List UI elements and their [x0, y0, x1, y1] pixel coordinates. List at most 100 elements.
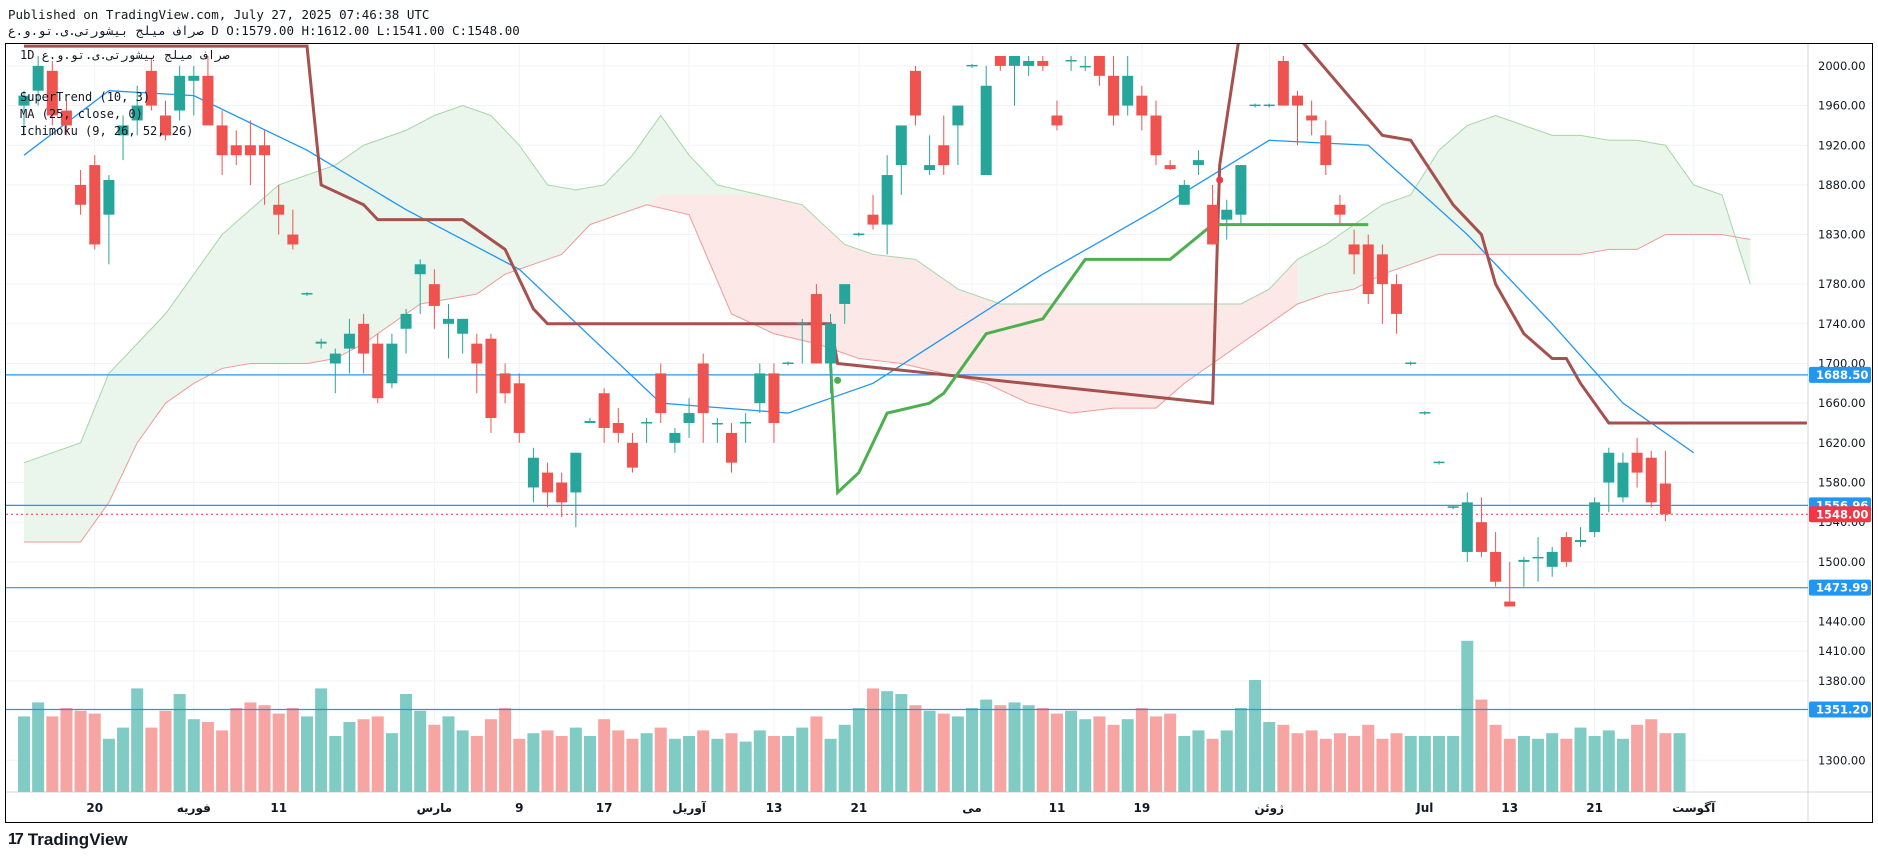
- hline-price-tag: 1473.99: [1816, 581, 1868, 595]
- candle-body: [1348, 244, 1360, 255]
- chart-frame[interactable]: 2000.00 1960.00 1920.00 1880.00 1830.00 1780.…: [5, 43, 1873, 823]
- volume-bar: [810, 716, 823, 792]
- volume-bar: [668, 738, 681, 792]
- volume-bar: [301, 716, 313, 792]
- volume-bar: [1602, 730, 1615, 792]
- candle-body: [216, 125, 228, 156]
- volume-bar: [711, 738, 724, 792]
- candle-body: [1603, 452, 1615, 483]
- time-tick-label: 11: [270, 801, 287, 815]
- ichimoku-cloud-bear: [646, 194, 1298, 414]
- volume-bar: [1616, 738, 1629, 792]
- ichimoku-span-a: [23, 105, 1751, 464]
- price-tick-label: 1410.00: [1818, 644, 1866, 658]
- candle-body: [443, 318, 454, 324]
- candle-body: [1079, 65, 1091, 68]
- volume-bar: [414, 710, 427, 792]
- candle-body: [938, 145, 950, 166]
- volume-bar: [782, 736, 795, 792]
- volume-bar: [895, 694, 908, 792]
- candle-body: [1659, 483, 1671, 515]
- price-tick-label: 2000.00: [1818, 59, 1866, 73]
- volume-bar: [1093, 716, 1106, 792]
- time-tick-label: 21: [1586, 801, 1603, 815]
- candle-body: [1051, 115, 1063, 126]
- volume-bar: [1305, 730, 1318, 792]
- volume-bar: [371, 716, 384, 792]
- volume-bar: [1050, 713, 1063, 792]
- supertrend-down-line: [24, 44, 1240, 405]
- volume-bar: [102, 738, 115, 792]
- legend-interval: 1D: [20, 48, 35, 62]
- volume-bar: [159, 710, 172, 792]
- volume-bar: [725, 733, 738, 792]
- candle-body: [1221, 209, 1233, 220]
- volume-bar: [1489, 724, 1502, 792]
- volume-bar: [1022, 705, 1035, 792]
- candle-body: [768, 373, 780, 423]
- candle-body: [1306, 115, 1318, 121]
- volume-bar: [1376, 738, 1389, 792]
- volume-bar: [1673, 733, 1686, 792]
- price-tick-label: 1660.00: [1818, 396, 1866, 410]
- candle-body: [1207, 204, 1219, 245]
- volume-bar: [626, 738, 639, 792]
- candle-body: [1023, 60, 1035, 66]
- ohlc-header: صراف میلج بیشورتی.ی.تو.و.ع D O:1579.00 H…: [8, 23, 520, 38]
- volume-bar: [980, 699, 993, 792]
- legend-symbol: 1D صراف میلج بیشورتی.ی.تو.و.ع: [20, 48, 230, 62]
- candle-body: [1122, 75, 1134, 106]
- volume-bar: [598, 719, 611, 792]
- time-tick-label: آوریل: [672, 800, 707, 816]
- candle-body: [428, 284, 440, 306]
- candle-body: [46, 70, 58, 116]
- candle-body: [895, 125, 907, 166]
- price-tick-label: 1830.00: [1818, 228, 1866, 242]
- time-tick-label: مارس: [417, 801, 452, 815]
- volume-bar: [385, 733, 398, 792]
- time-tick-label: فوریه: [177, 801, 211, 816]
- candle-body: [542, 472, 554, 493]
- volume-bar: [1475, 699, 1488, 792]
- candle-body: [1362, 244, 1374, 295]
- candle-body: [966, 64, 978, 67]
- volume-bar: [1291, 733, 1304, 792]
- volume-bar: [640, 733, 653, 792]
- volume-bar: [1249, 680, 1262, 792]
- volume-bar: [1348, 736, 1361, 792]
- hline-price-tag-bg: [1809, 579, 1871, 596]
- hline-price-tag-bg: [1809, 701, 1871, 718]
- volume-bar: [1263, 722, 1276, 792]
- candle-body: [655, 373, 667, 414]
- chart-canvas[interactable]: 2000.00 1960.00 1920.00 1880.00 1830.00 1780.…: [6, 44, 1872, 822]
- candle-body: [726, 432, 737, 463]
- hline-price-tag: 1351.20: [1816, 702, 1868, 716]
- candle-body: [584, 421, 596, 423]
- volume-bar: [131, 688, 144, 792]
- candle-body: [754, 373, 766, 404]
- time-tick-label: 13: [1501, 801, 1518, 815]
- tradingview-logo-icon: 17: [8, 831, 24, 848]
- candle-body: [414, 264, 426, 275]
- volume-bar: [1362, 724, 1375, 792]
- ichimoku-span-b: [24, 204, 1751, 543]
- candle-body: [1532, 556, 1544, 559]
- candle-body: [1263, 104, 1275, 107]
- published-header: Published on TradingView.com, July 27, 2…: [8, 7, 430, 22]
- volume-bar: [357, 719, 370, 792]
- volume-bar: [739, 741, 752, 792]
- tradingview-logo: 17 TradingView: [8, 830, 128, 850]
- candle-body: [924, 165, 936, 171]
- candle-body: [1589, 502, 1601, 533]
- volume-bar: [499, 708, 512, 792]
- candle-body: [810, 294, 822, 364]
- candle-body: [683, 413, 695, 423]
- volume-bar: [923, 710, 936, 792]
- plot-area: [6, 44, 1808, 792]
- volume-bar: [584, 736, 596, 792]
- candle-body: [839, 284, 851, 304]
- supertrend-buy-marker: [834, 376, 842, 384]
- volume-bar: [683, 736, 696, 792]
- volume-bar: [1319, 738, 1332, 792]
- candle-body: [400, 313, 412, 329]
